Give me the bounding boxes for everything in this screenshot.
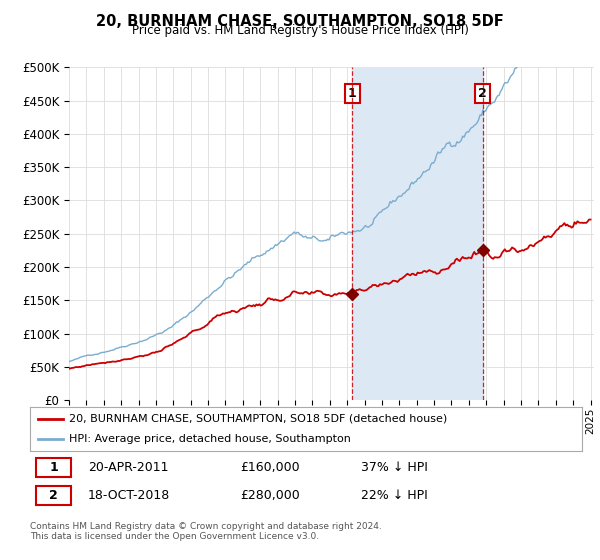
Text: Contains HM Land Registry data © Crown copyright and database right 2024.
This d: Contains HM Land Registry data © Crown c…	[30, 522, 382, 542]
Bar	[352, 67, 483, 400]
Text: 2: 2	[49, 489, 58, 502]
Text: 2: 2	[478, 87, 487, 100]
Text: HPI: Average price, detached house, Southampton: HPI: Average price, detached house, Sout…	[68, 434, 350, 444]
Text: £280,000: £280,000	[240, 489, 299, 502]
Text: 22% ↓ HPI: 22% ↓ HPI	[361, 489, 428, 502]
Text: £160,000: £160,000	[240, 461, 299, 474]
Text: 18-OCT-2018: 18-OCT-2018	[88, 489, 170, 502]
Text: 20-APR-2011: 20-APR-2011	[88, 461, 169, 474]
Text: 20, BURNHAM CHASE, SOUTHAMPTON, SO18 5DF: 20, BURNHAM CHASE, SOUTHAMPTON, SO18 5DF	[96, 14, 504, 29]
FancyBboxPatch shape	[35, 486, 71, 505]
Text: 1: 1	[49, 461, 58, 474]
Text: 1: 1	[348, 87, 357, 100]
Text: 20, BURNHAM CHASE, SOUTHAMPTON, SO18 5DF (detached house): 20, BURNHAM CHASE, SOUTHAMPTON, SO18 5DF…	[68, 414, 447, 424]
FancyBboxPatch shape	[35, 458, 71, 477]
Text: 37% ↓ HPI: 37% ↓ HPI	[361, 461, 428, 474]
Text: Price paid vs. HM Land Registry's House Price Index (HPI): Price paid vs. HM Land Registry's House …	[131, 24, 469, 37]
